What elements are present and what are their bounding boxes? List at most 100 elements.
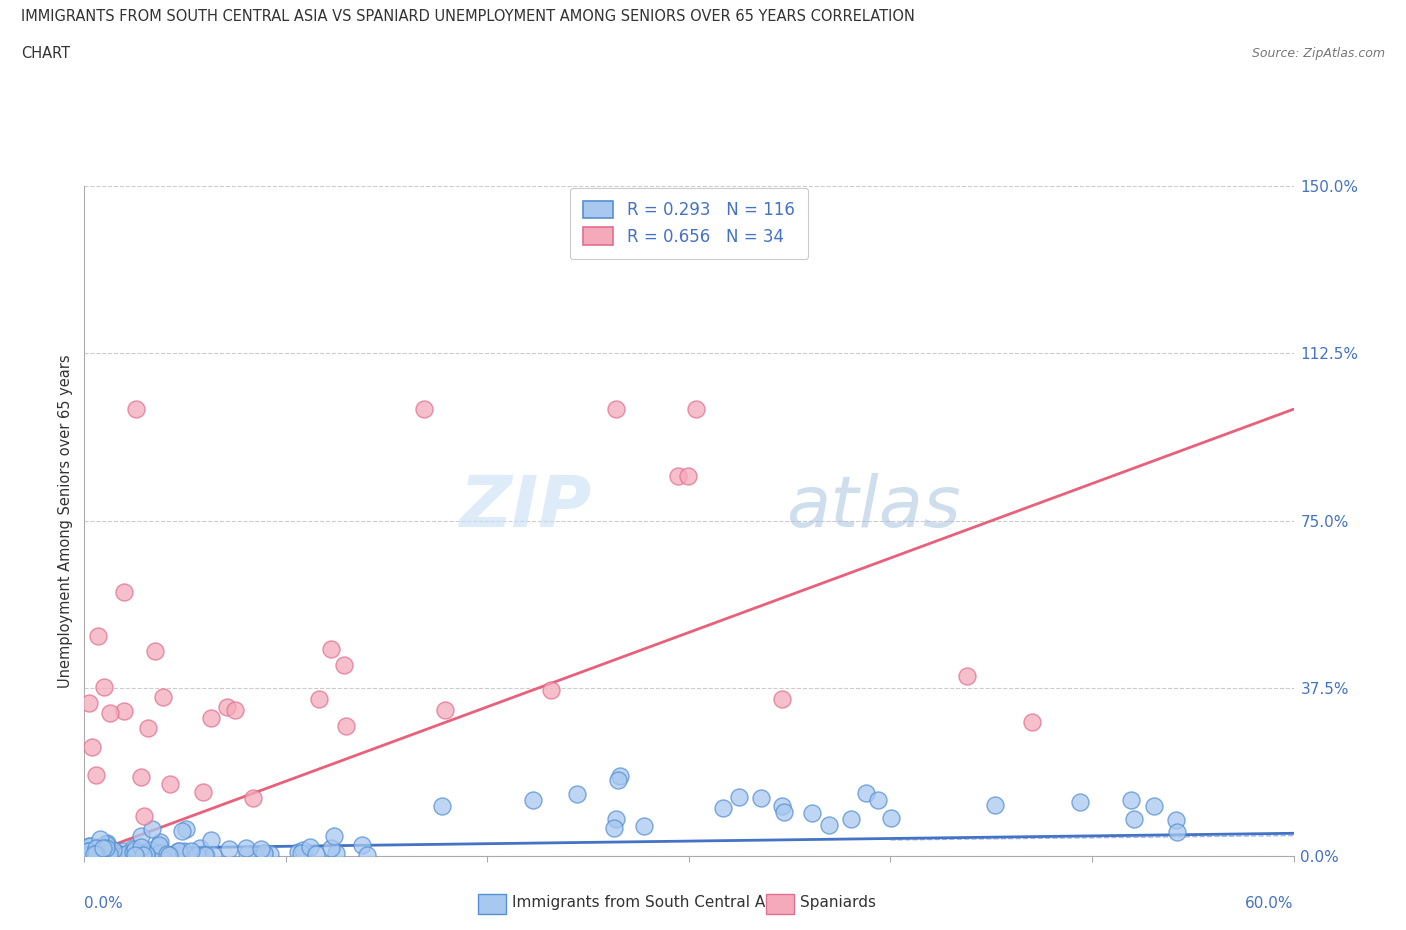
Point (879, 811, 901, 826)
Point (194, 848, 217, 863)
Point (93, 679, 115, 694)
Point (685, 402, 707, 417)
Point (191, 784, 214, 799)
Point (352, 837, 374, 852)
Point (149, 847, 172, 862)
Point (156, 848, 179, 863)
Point (112, 703, 135, 718)
Point (841, 811, 863, 826)
Point (124, 847, 146, 862)
Point (224, 703, 246, 718)
Point (772, 799, 794, 814)
Point (111, 844, 134, 858)
Point (156, 847, 179, 862)
Point (125, 402, 148, 417)
Point (77, 696, 100, 711)
Point (129, 769, 152, 784)
Text: IMMIGRANTS FROM SOUTH CENTRAL ASIA VS SPANIARD UNEMPLOYMENT AMONG SENIORS OVER 6: IMMIGRANTS FROM SOUTH CENTRAL ASIA VS SP… (21, 9, 915, 24)
Point (136, 721, 159, 736)
Point (90, 848, 112, 863)
Point (159, 777, 181, 791)
Point (323, 828, 346, 843)
Point (121, 844, 143, 859)
Point (96, 841, 118, 856)
Point (308, 692, 330, 707)
Text: 0.0%: 0.0% (84, 896, 124, 910)
Point (430, 798, 453, 813)
Point (143, 644, 166, 658)
Point (292, 843, 315, 857)
Point (129, 829, 152, 844)
Point (97, 846, 120, 861)
Point (141, 821, 163, 836)
Point (135, 846, 157, 861)
Point (124, 844, 146, 858)
Point (98, 706, 121, 721)
Point (77, 844, 100, 859)
Point (98, 844, 121, 859)
Point (1164, 813, 1187, 828)
Point (108, 846, 131, 861)
Point (412, 402, 434, 417)
Point (96, 838, 118, 853)
Point (676, 469, 699, 484)
Point (319, 841, 342, 856)
Point (84, 846, 107, 861)
Point (94, 839, 117, 854)
Point (956, 669, 979, 684)
Point (83, 847, 105, 862)
Point (522, 792, 544, 807)
Point (80, 739, 103, 754)
Point (253, 846, 276, 861)
Point (157, 848, 180, 863)
Point (1021, 714, 1043, 729)
Point (325, 845, 347, 860)
Point (169, 844, 191, 858)
Point (174, 821, 197, 836)
Point (855, 786, 877, 801)
Point (124, 842, 146, 857)
Text: CHART: CHART (21, 46, 70, 61)
Point (770, 692, 793, 707)
Text: Source: ZipAtlas.com: Source: ZipAtlas.com (1251, 46, 1385, 60)
Point (607, 773, 630, 788)
Point (711, 801, 734, 816)
Point (335, 719, 357, 734)
Point (149, 848, 172, 863)
Point (152, 690, 174, 705)
Point (167, 844, 190, 858)
Point (249, 842, 271, 857)
Point (180, 844, 202, 858)
Point (186, 848, 208, 863)
Text: Immigrants from South Central Asia: Immigrants from South Central Asia (512, 895, 787, 910)
Point (728, 790, 751, 804)
Point (1166, 825, 1188, 840)
Point (98, 842, 121, 857)
Point (156, 846, 179, 861)
Point (96, 835, 118, 850)
Point (868, 792, 890, 807)
Point (129, 840, 152, 855)
Text: ZIP: ZIP (460, 473, 592, 542)
Point (77, 844, 100, 858)
Point (89, 832, 111, 847)
Point (215, 700, 238, 715)
Point (242, 790, 264, 805)
Point (201, 847, 224, 862)
Point (101, 843, 124, 857)
Point (1123, 812, 1146, 827)
Point (89, 844, 111, 858)
Point (79, 839, 101, 854)
Point (87, 840, 110, 855)
Point (125, 844, 148, 858)
Point (84, 841, 107, 856)
Point (603, 820, 626, 835)
Point (984, 797, 1007, 812)
Point (132, 808, 155, 823)
Point (772, 804, 794, 819)
Point (79, 839, 101, 854)
Point (77, 847, 100, 862)
Point (77, 845, 100, 860)
Point (1119, 792, 1142, 807)
Point (91, 842, 114, 857)
